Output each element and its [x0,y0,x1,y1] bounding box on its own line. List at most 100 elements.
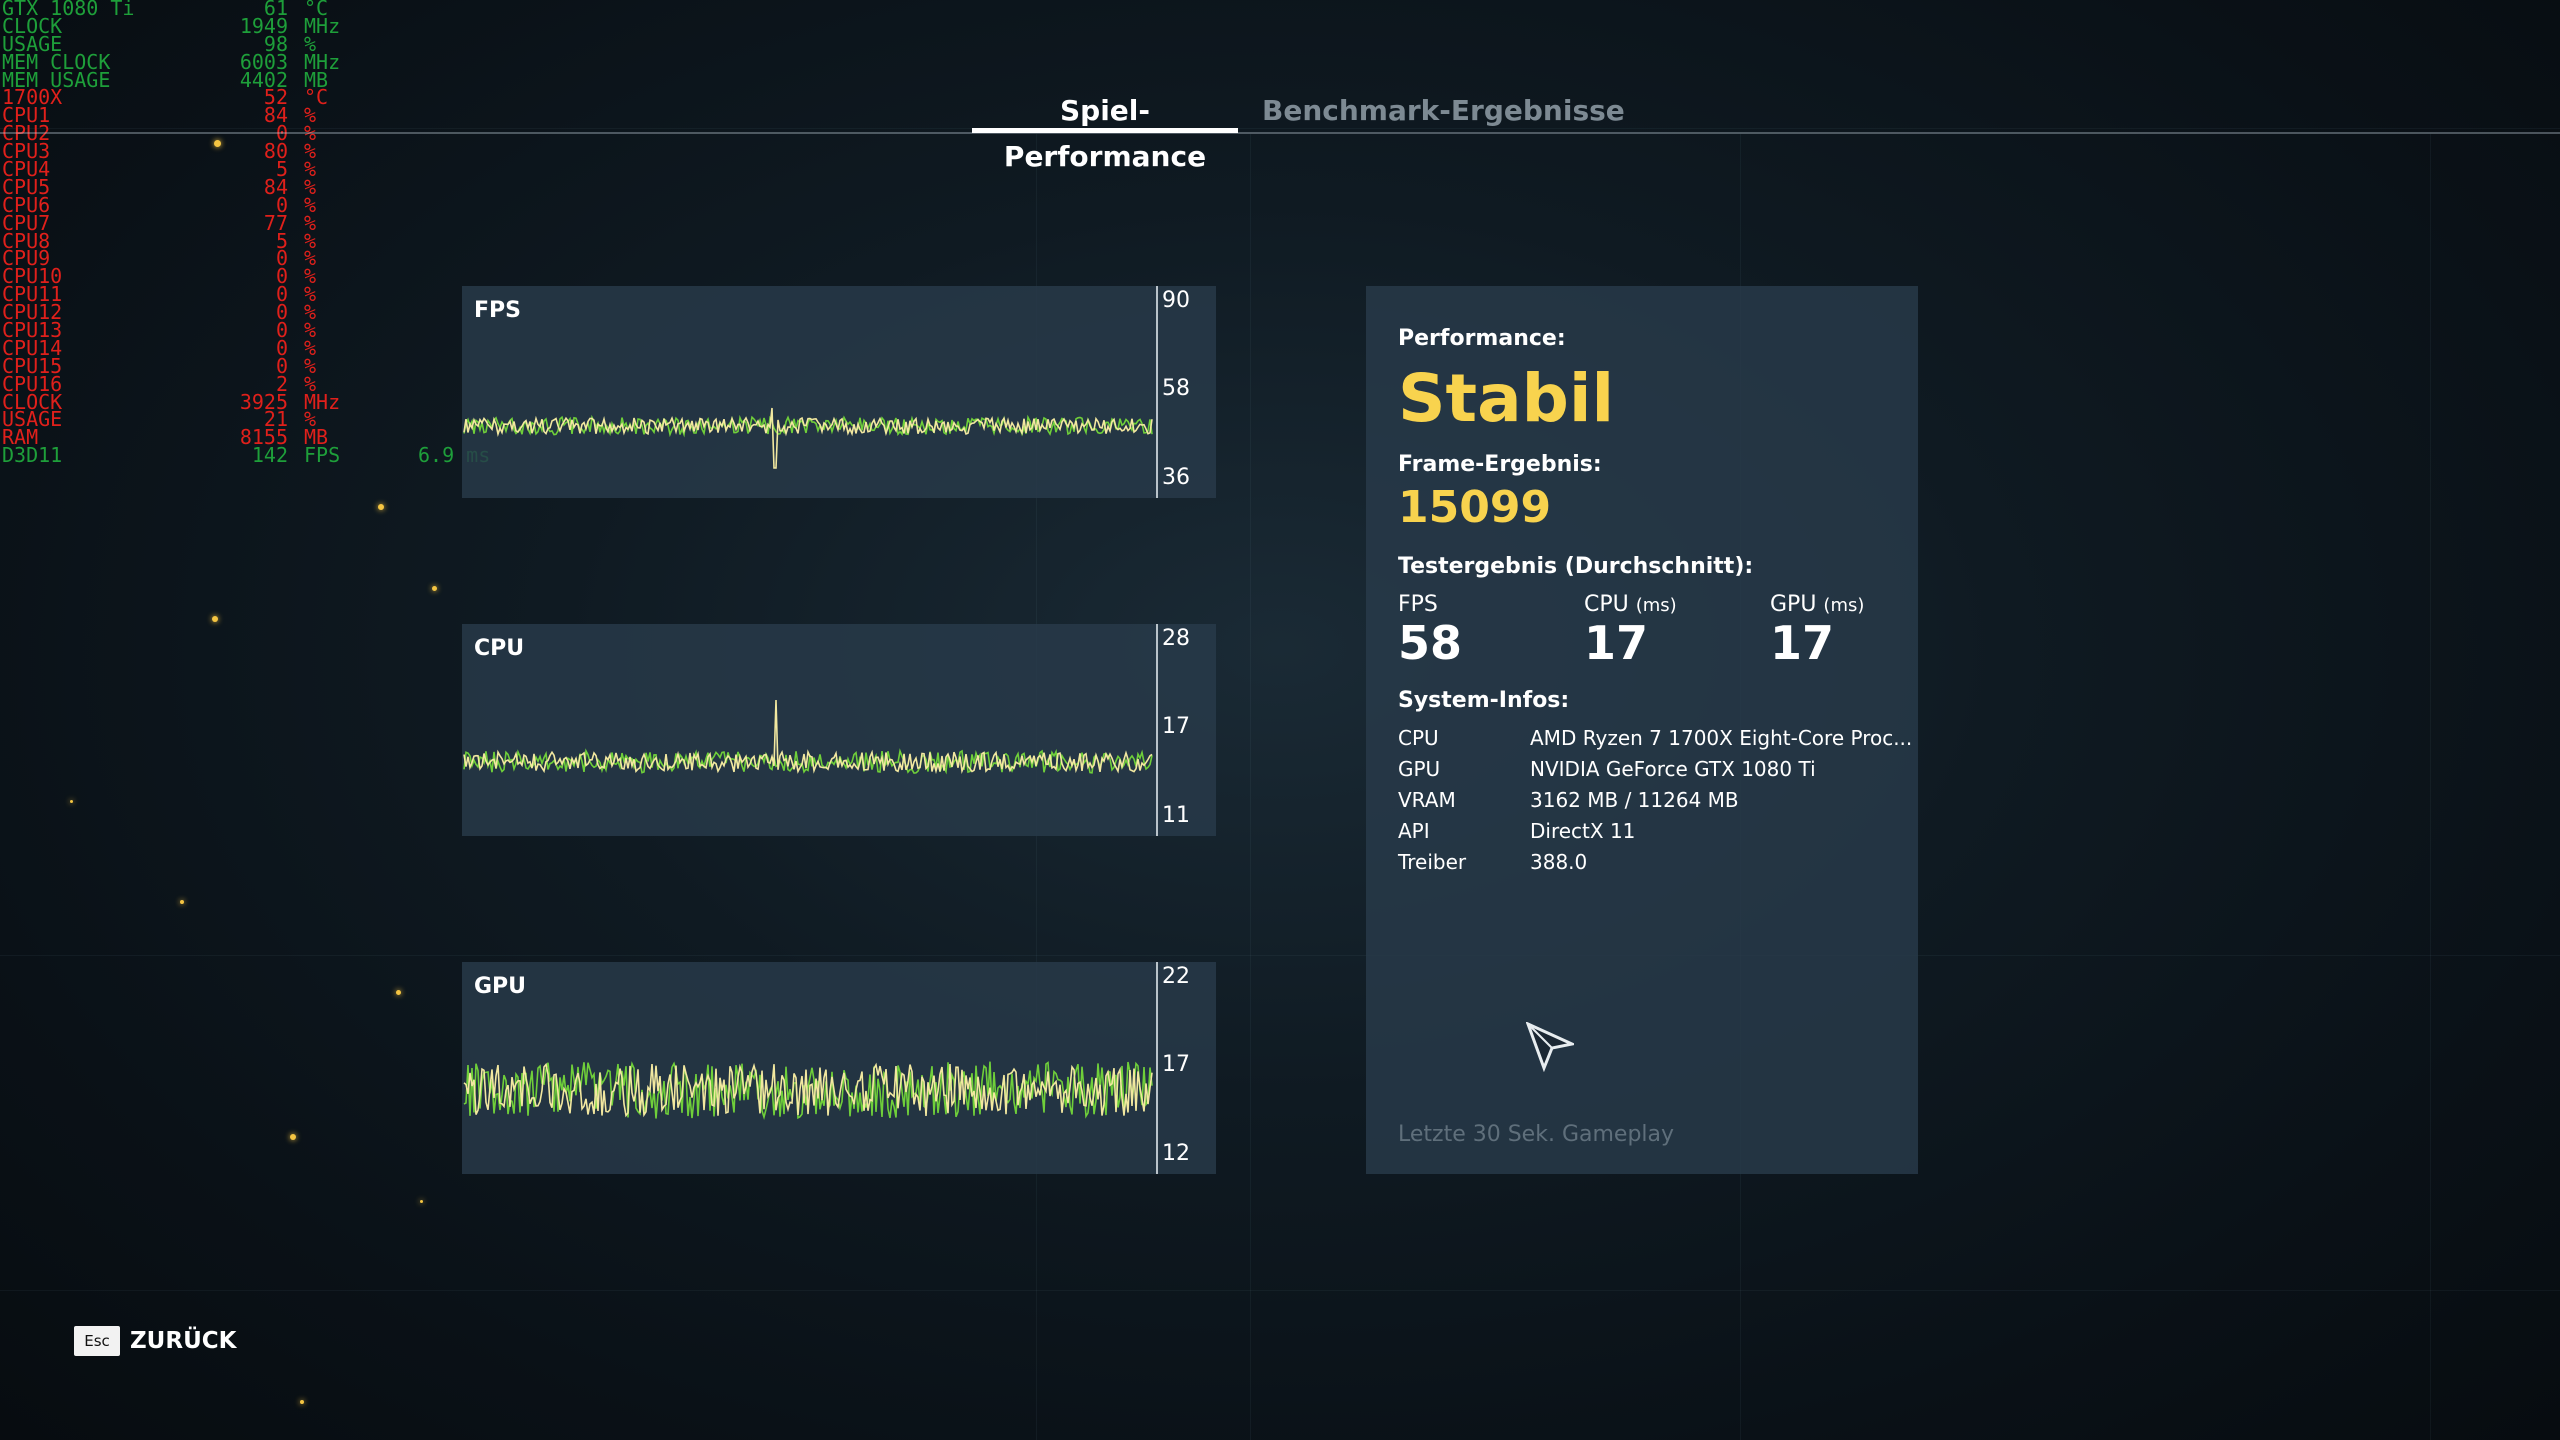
osd-label: CPU10 [2,264,63,289]
osd-value: 0 [275,335,288,360]
result-cpu-value: 17 [1584,616,1649,670]
osd-label: USAGE [2,31,63,56]
system-key-vram: VRAM [1398,788,1456,812]
graph-tick-min: 11 [1162,803,1190,828]
graph-axis [1156,624,1158,836]
ember-particle [214,140,221,147]
osd-row: CPU9 0% [0,246,420,271]
osd-unit: % [304,282,317,307]
cpu-graph-trace [463,699,1153,775]
graph-tick-min: 12 [1162,1141,1190,1166]
osd-unit: % [304,353,317,378]
cpu-graph-panel: CPU 28 17 11 [462,624,1216,836]
osd-value: 80 [263,139,288,164]
osd-unit: MB [304,67,329,92]
osd-unit: % [304,335,317,360]
ember-particle [300,1400,304,1404]
system-key-api: API [1398,819,1430,843]
osd-row: MEM USAGE 4402 MB [0,67,420,92]
osd-value: 6003 [239,49,288,74]
graph-trace-yellow [463,407,1153,469]
osd-label: CPU11 [2,282,63,307]
result-unit: (ms) [1823,595,1865,616]
ember-particle [378,504,384,510]
osd-value: 0 [275,121,288,146]
graph-trace-yellow [463,1062,1153,1118]
result-fps-value: 58 [1398,616,1463,670]
osd-value: 0 [275,318,288,343]
osd-row: USAGE 98% [0,31,420,56]
osd-label: MEM CLOCK [2,49,111,74]
osd-unit: % [304,371,317,396]
osd-row: CPU11 0% [0,282,420,307]
osd-unit: % [304,210,317,235]
back-label: ZURÜCK [130,1328,237,1354]
bg-line [1250,134,1251,1440]
osd-unit: % [304,121,317,146]
graph-trace-yellow [463,699,1153,775]
osd-value: 84 [263,103,288,128]
system-value-api: DirectX 11 [1530,819,1636,843]
bg-line [2430,134,2431,1440]
osd-label: GTX 1080 Ti [2,0,135,20]
ember-particle [396,990,401,995]
frame-result-label: Frame-Ergebnis: [1398,452,1602,477]
tab-spiel-performance[interactable]: Spiel-Performance [1003,94,1207,173]
osd-row: CPU4 5% [0,157,420,182]
system-key-driver: Treiber [1398,850,1467,874]
system-value-gpu: NVIDIA GeForce GTX 1080 Ti [1530,757,1816,781]
osd-label: CPU8 [2,228,51,253]
osd-value: 3925 [239,389,288,414]
result-unit: (ms) [1635,595,1677,616]
osd-unit: % [304,264,317,289]
osd-unit: % [304,300,317,325]
osd-unit: MHz [304,49,341,74]
osd-value: 21 [263,407,288,432]
graph-title: GPU [474,974,527,999]
osd-unit: MHz [304,389,341,414]
osd-value: 4402 [239,67,288,92]
osd-value: 98 [263,31,288,56]
osd-value: 0 [275,246,288,271]
osd-unit: % [304,228,317,253]
osd-row: CPU1 84% [0,103,420,128]
osd-unit: °C [304,0,329,20]
hardware-monitor-overlay: GTX 1080 Ti 61 °C CLOCK 1949 MHz USAGE 98% MEM C… [0,0,490,465]
osd-label: CPU3 [2,139,51,164]
osd-label: MEM USAGE [2,67,111,92]
osd-value: 5 [275,228,288,253]
osd-label: RAM [2,425,39,450]
osd-row: USAGE 21% [0,407,420,432]
results-panel: Performance: Stabil Frame-Ergebnis: 1509… [1366,286,1918,1174]
ember-particle [212,616,218,622]
result-name: GPU [1770,592,1817,617]
osd-label: CPU14 [2,335,63,360]
osd-label: CLOCK [2,13,63,38]
osd-unit: % [304,103,317,128]
tab-bar: Spiel-Performance Benchmark-Ergebnisse [0,88,2560,173]
osd-row: RAM 8155 MB [0,425,420,450]
osd-value: 0 [275,353,288,378]
osd-label: CPU15 [2,353,63,378]
mouse-cursor-icon [1526,1022,1574,1072]
graph-tick-mid: 17 [1162,1052,1190,1077]
osd-value: 8155 [239,425,288,450]
ember-particle [290,1134,296,1140]
osd-unit: % [304,157,317,182]
osd-row: CPU16 2% [0,371,420,396]
osd-row: CPU14 0% [0,335,420,360]
gpu-graph-panel: GPU 22 17 12 [462,962,1216,1174]
fps-graph-panel: FPS 90 58 36 [462,286,1216,498]
osd-value: 52 [263,85,288,110]
osd-label: 1700X [2,85,63,110]
graph-axis [1156,962,1158,1174]
result-gpu-value: 17 [1770,616,1835,670]
graph-title: CPU [474,636,525,661]
osd-value: 2 [275,371,288,396]
graph-title: FPS [474,298,521,323]
result-name: CPU [1584,592,1629,617]
tab-benchmark-ergebnisse[interactable]: Benchmark-Ergebnisse [1262,94,1625,127]
osd-row: CPU5 84% [0,177,420,197]
osd-row: D3D11 142 FPS 6.9 ms [0,445,490,465]
bg-line [0,1290,2560,1291]
